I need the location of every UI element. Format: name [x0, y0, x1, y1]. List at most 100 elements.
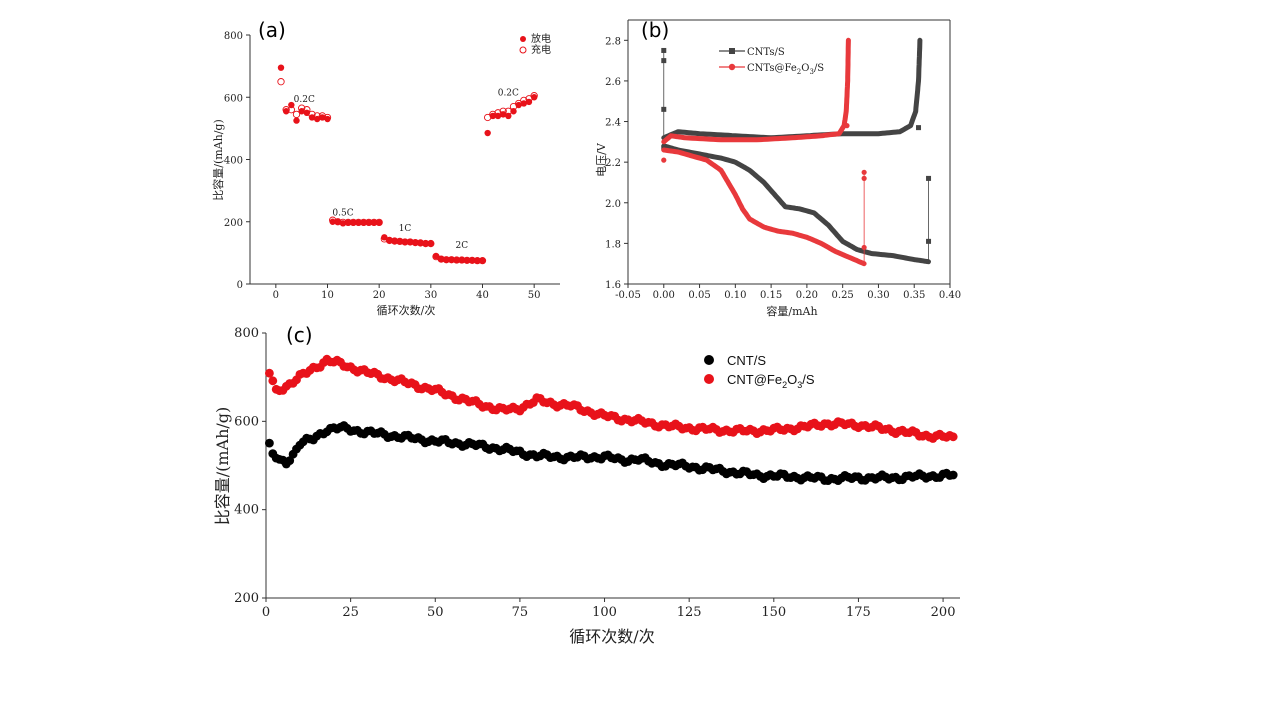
panel-c-x-label: 循环次数/次 — [569, 627, 654, 646]
rate-annotation: 0.2C — [498, 89, 519, 99]
panel-a-axes: 0 10 20 30 40 50 0 200 400 600 800 — [224, 31, 560, 301]
charge-point — [509, 102, 518, 111]
charge-point — [339, 218, 347, 227]
charge-point — [380, 235, 388, 243]
panel-c-y-label: 比容量/(mAh/g) — [213, 407, 232, 526]
charge-point — [468, 256, 476, 264]
charge-point — [298, 104, 306, 112]
panel-a-legend: 放电 充电 — [519, 32, 551, 56]
charge-point — [463, 256, 471, 264]
legend-marker-cnt-fe2o3-s — [704, 374, 714, 384]
x-tick-label: 75 — [512, 605, 529, 620]
charge-point — [447, 256, 456, 264]
charge-point — [427, 239, 435, 248]
x-tick-label: 0.00 — [653, 290, 675, 301]
discharge-point — [432, 252, 440, 260]
x-tick-label: 50 — [528, 290, 541, 301]
discharge-point — [437, 255, 445, 263]
y-tick-label: 2.8 — [605, 36, 621, 47]
y-tick-label: 800 — [234, 326, 259, 341]
panel-label-b: (b) — [641, 18, 669, 42]
charge-point — [437, 255, 445, 263]
charge-point — [411, 238, 419, 247]
x-tick-label: 50 — [427, 605, 444, 620]
chart-panel-c: (c) 0 25 50 75 100 125 150 175 200 200 400 600 800 C… — [213, 323, 960, 646]
y-tick-label: 800 — [224, 31, 243, 42]
charge-point — [416, 239, 425, 247]
panel-a-y-label: 比容量/(mAh/g) — [211, 119, 225, 201]
discharge-point — [370, 219, 378, 226]
discharge-point — [427, 240, 435, 247]
charge-point — [344, 218, 352, 227]
charge-point — [422, 239, 430, 248]
y-tick-label: 2.4 — [605, 118, 621, 129]
cnt-s-point — [265, 438, 274, 448]
charge-point — [494, 109, 502, 117]
panel-c-legend: CNT/S CNT@Fe2O3/S — [704, 353, 815, 390]
charge-point — [499, 107, 507, 115]
discharge-point — [406, 238, 414, 246]
y-tick-label: 600 — [224, 93, 243, 104]
charge-point — [282, 106, 290, 114]
panel-b-y-label: 电压/V — [595, 142, 608, 177]
discharge-point — [396, 238, 404, 245]
charge-point — [391, 237, 399, 245]
charge-point — [354, 218, 363, 227]
x-tick-label: 10 — [321, 290, 334, 301]
cnts-fe2o3-marker — [861, 169, 867, 175]
panel-b-axes: -0.05 0.00 0.05 0.10 0.15 0.20 0.25 0.30 0.35 0.4… — [605, 19, 961, 301]
x-tick-label: -0.05 — [615, 290, 641, 301]
charge-point — [365, 218, 373, 227]
charge-point — [453, 256, 461, 264]
cnts-fe2o3-marker — [844, 123, 850, 129]
charge-point — [360, 218, 368, 227]
x-tick-label: 25 — [342, 605, 359, 620]
rate-annotation: 0.2C — [294, 95, 315, 105]
charge-point — [334, 218, 342, 226]
y-tick-label: 400 — [234, 503, 259, 518]
rate-annotation: 2C — [456, 241, 469, 251]
charge-point — [442, 256, 450, 264]
charge-point — [489, 110, 497, 119]
charge-point — [520, 96, 528, 105]
charge-point — [525, 95, 533, 103]
charge-point — [329, 216, 337, 224]
y-tick-label: 200 — [224, 218, 243, 229]
x-tick-label: 40 — [476, 290, 489, 301]
charge-point — [406, 238, 414, 246]
panel-label-a: (a) — [258, 18, 286, 42]
discharge-point — [468, 257, 476, 264]
y-tick-label: 400 — [224, 156, 243, 167]
discharge-point — [360, 219, 367, 226]
y-tick-label: 2.6 — [605, 77, 621, 88]
charge-point — [370, 218, 378, 227]
x-tick-label: 125 — [677, 605, 702, 620]
x-tick-label: 0.25 — [832, 290, 854, 301]
discharge-point — [375, 219, 383, 226]
charge-point — [292, 110, 301, 119]
x-tick-label: 0.20 — [796, 290, 818, 301]
discharge-point — [401, 238, 409, 246]
cnts-fe2o3-marker — [661, 157, 667, 163]
panel-a-annotations: 0.2C 0.5C 1C 2C 0.2C — [294, 89, 519, 252]
chart-panel-b: (b) -0.05 0.00 0.05 0.10 0.15 0.20 0.25 0.30 0.3… — [595, 18, 961, 318]
panel-a-x-label: 循环次数/次 — [377, 303, 436, 317]
charge-point — [396, 237, 404, 246]
x-tick-label: 0.15 — [760, 290, 782, 301]
legend-label-cnts-fe2o3: CNTs@Fe2O3/S — [747, 63, 824, 76]
discharge-point — [417, 239, 424, 247]
cnts-fe2o3-charge-curve — [661, 37, 851, 145]
charge-point — [303, 106, 311, 114]
cnts-fe2o3-discharge-curve — [661, 147, 867, 267]
charge-point — [349, 218, 357, 227]
x-tick-label: 30 — [424, 290, 437, 301]
legend-marker-cnts — [729, 48, 735, 54]
panel-b-x-label: 容量/mAh — [766, 304, 817, 318]
discharge-point — [391, 237, 398, 245]
y-tick-label: 2.0 — [605, 199, 621, 210]
rate-annotation: 0.5C — [332, 209, 353, 219]
charge-point — [504, 107, 512, 115]
legend-label-charge: 充电 — [531, 43, 551, 56]
cnts-marker — [926, 175, 932, 181]
charge-point — [277, 78, 285, 86]
